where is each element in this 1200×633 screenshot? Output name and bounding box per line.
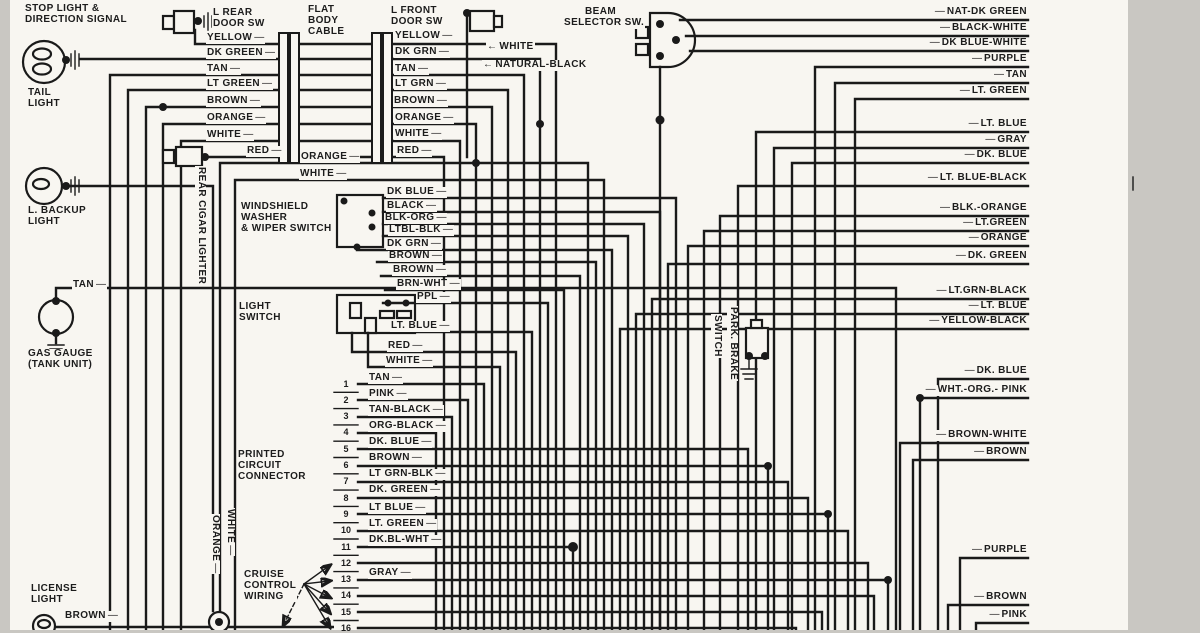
rear-cigar-lighter-icon xyxy=(207,610,231,630)
flat-body-cable xyxy=(278,32,393,164)
backup-light-icon xyxy=(24,166,80,206)
gas-gauge-icon xyxy=(37,297,75,337)
park-brake-switch-icon xyxy=(740,318,770,380)
rear-door-switch-icon xyxy=(161,9,213,35)
red-feed-plug-icon xyxy=(161,145,209,168)
cruise-control-arrows xyxy=(284,566,329,626)
washer-wiper-switch xyxy=(335,193,678,630)
junction-dots xyxy=(159,103,924,584)
license-light-icon xyxy=(31,613,57,630)
front-door-switch-icon xyxy=(463,9,504,159)
tail-light-icon xyxy=(21,39,80,85)
right-harness xyxy=(618,18,1030,630)
